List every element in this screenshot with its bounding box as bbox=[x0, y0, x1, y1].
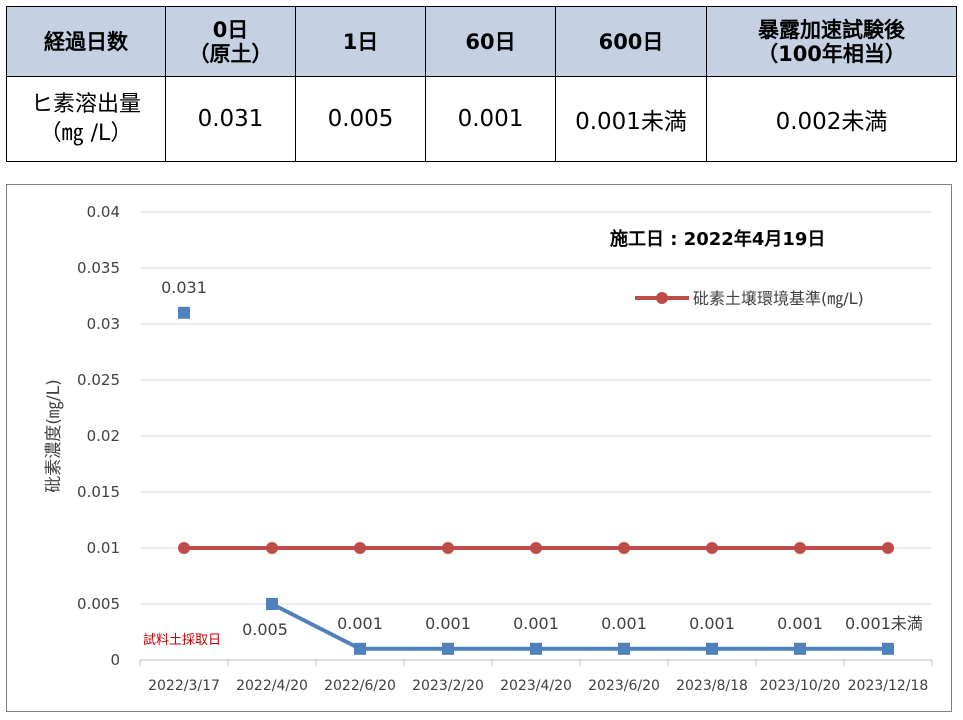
header-sublabel: （100年相当） bbox=[757, 41, 906, 66]
x-tick-label: 2022/3/17 bbox=[148, 678, 220, 694]
header-label: 経過日数 bbox=[44, 29, 128, 54]
value-cell: 0.005 bbox=[295, 76, 426, 162]
header-label: 600日 bbox=[598, 29, 664, 54]
header-cell: 600日 bbox=[555, 6, 707, 77]
row-unit: （㎎ /L） bbox=[39, 121, 133, 146]
header-label: 1日 bbox=[342, 29, 379, 54]
measured-point bbox=[882, 642, 894, 655]
value-cell: 0.001未満 bbox=[555, 76, 707, 162]
table-data-row: ヒ素溶出量 （㎎ /L） 0.031 0.005 0.001 0.001未満 0… bbox=[6, 76, 957, 162]
standard-point bbox=[266, 542, 278, 554]
header-label: 暴露加速試験後 bbox=[758, 17, 905, 42]
x-tick-label: 2022/4/20 bbox=[236, 678, 308, 694]
header-sublabel: （原土） bbox=[188, 41, 273, 66]
y-axis-title: 砒素濃度(㎎/L) bbox=[44, 379, 64, 492]
y-tick-label: 0.025 bbox=[77, 371, 120, 389]
y-tick-label: 0.015 bbox=[77, 483, 120, 501]
standard-point bbox=[442, 542, 454, 554]
measured-point bbox=[618, 642, 630, 655]
header-label: 60日 bbox=[465, 29, 516, 54]
data-label: 0.005 bbox=[242, 620, 288, 639]
table-header-row: 経過日数 0日 （原土） 1日 60日 600日 暴露加速試験後 （100年相当… bbox=[6, 6, 957, 77]
standard-point bbox=[794, 542, 806, 554]
arsenic-chart: 0 0.005 0.01 0.015 0.02 0.025 0.03 0.035 0.04 202… bbox=[6, 184, 952, 712]
header-cell: 暴露加速試験後 （100年相当） bbox=[706, 6, 957, 77]
standard-point bbox=[530, 542, 542, 554]
value-cell: 0.031 bbox=[165, 76, 296, 162]
y-tick-label: 0 bbox=[110, 651, 120, 669]
sample-date-annotation: 試料土採取日 bbox=[143, 632, 221, 648]
data-label: 0.001 bbox=[777, 614, 823, 633]
y-tick-label: 0.03 bbox=[87, 315, 120, 333]
x-tick-label: 2023/10/20 bbox=[760, 678, 841, 694]
x-tick-label: 2022/6/20 bbox=[324, 678, 396, 694]
standard-point bbox=[882, 542, 894, 554]
data-label: 0.001 bbox=[689, 614, 735, 633]
standard-point bbox=[618, 542, 630, 554]
standard-point bbox=[354, 542, 366, 554]
value-cell: 0.001 bbox=[425, 76, 556, 162]
measured-point bbox=[530, 642, 542, 655]
value-cell: 0.002未満 bbox=[706, 76, 957, 162]
data-label: 0.001 bbox=[337, 614, 383, 633]
y-tick-label: 0.01 bbox=[87, 539, 120, 557]
x-tick-label: 2023/6/20 bbox=[588, 678, 660, 694]
header-cell: 1日 bbox=[295, 6, 426, 77]
x-tick-label: 2023/12/18 bbox=[848, 678, 929, 694]
x-tick-label: 2023/4/20 bbox=[500, 678, 572, 694]
data-label: 0.001 bbox=[425, 614, 471, 633]
measured-point bbox=[266, 598, 278, 610]
series-line-measured bbox=[271, 602, 888, 651]
data-label: 0.001 bbox=[601, 614, 647, 633]
measured-point bbox=[706, 642, 718, 655]
y-tick-label: 0.005 bbox=[77, 595, 120, 613]
y-tick-label: 0.04 bbox=[87, 203, 120, 221]
header-cell: 60日 bbox=[425, 6, 556, 77]
measured-point bbox=[354, 642, 366, 655]
chart-canvas: 0 0.005 0.01 0.015 0.02 0.025 0.03 0.035 0.04 202… bbox=[44, 203, 933, 694]
construction-date-annotation: 施工日 : 2022年4月19日 bbox=[610, 228, 825, 250]
x-tick-label: 2023/2/20 bbox=[412, 678, 484, 694]
measured-point bbox=[794, 642, 806, 655]
data-label: 0.001未満 bbox=[845, 614, 923, 633]
row-label: ヒ素溶出量 bbox=[30, 92, 141, 117]
data-label: 0.031 bbox=[161, 278, 207, 297]
legend-label: 砒素土壌環境基準(㎎/L) bbox=[693, 289, 864, 308]
y-tick-label: 0.035 bbox=[77, 259, 120, 277]
header-cell: 0日 （原土） bbox=[165, 6, 296, 77]
standard-point bbox=[178, 542, 190, 554]
y-tick-label: 0.02 bbox=[87, 427, 120, 445]
header-cell: 経過日数 bbox=[6, 6, 166, 77]
data-label: 0.001 bbox=[513, 614, 559, 633]
row-label-cell: ヒ素溶出量 （㎎ /L） bbox=[6, 76, 166, 162]
legend-marker bbox=[656, 292, 668, 304]
measured-point bbox=[178, 306, 190, 319]
standard-point bbox=[706, 542, 718, 554]
x-tick-label: 2023/8/18 bbox=[676, 678, 748, 694]
header-label: 0日 bbox=[212, 17, 249, 42]
leaching-result-table: 経過日数 0日 （原土） 1日 60日 600日 暴露加速試験後 （100年相当… bbox=[6, 6, 957, 162]
measured-point bbox=[442, 642, 454, 655]
